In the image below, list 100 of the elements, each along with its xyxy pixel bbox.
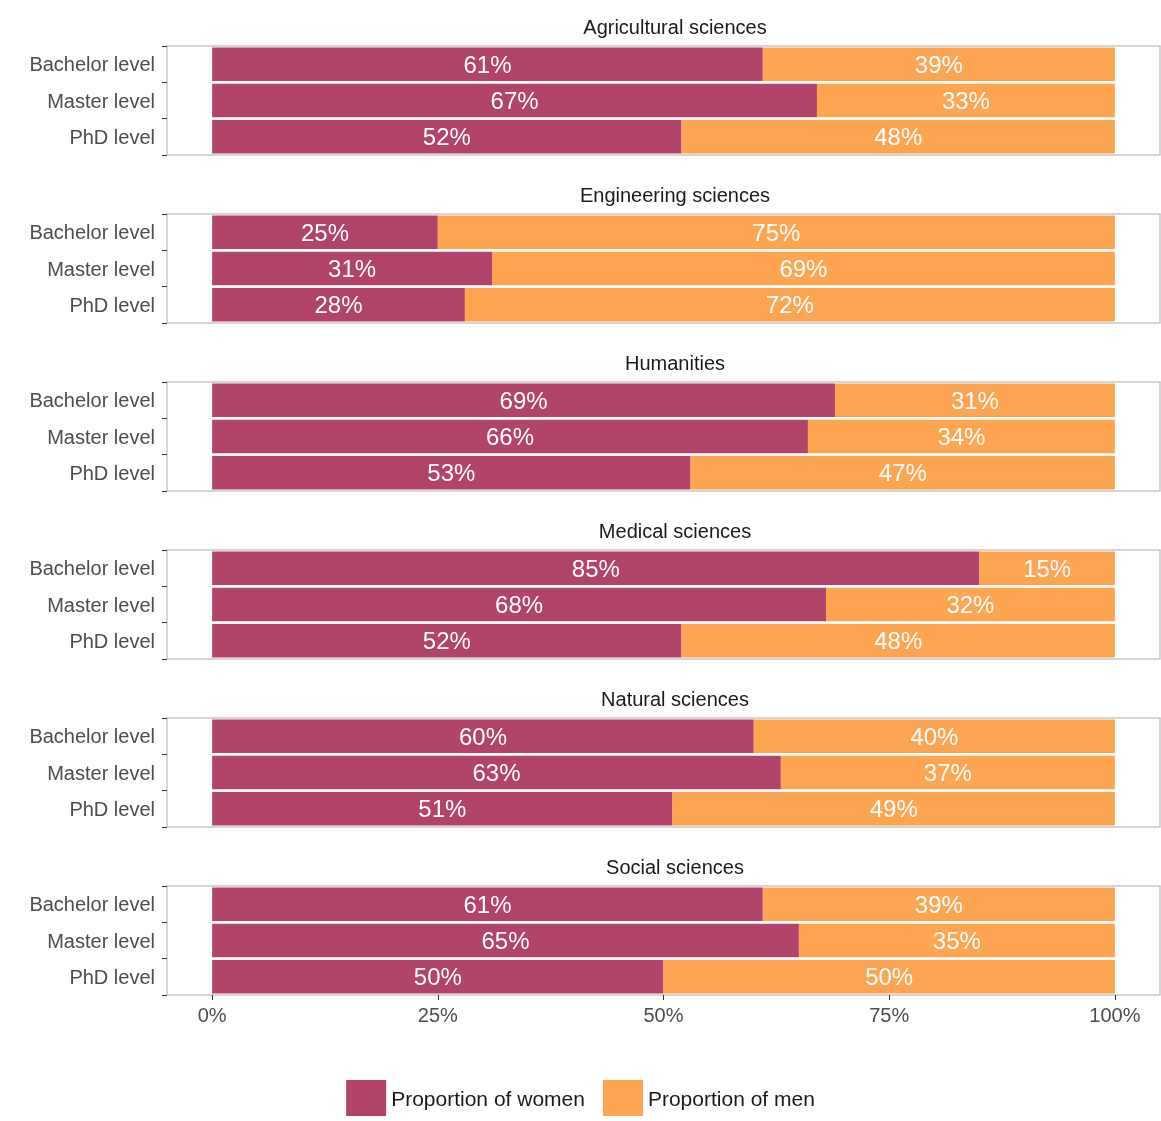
data-label: 47% <box>878 459 927 487</box>
data-label: 28% <box>314 291 363 319</box>
bar <box>762 887 1115 921</box>
data-label: 50% <box>865 963 914 991</box>
data-label: 53% <box>427 459 476 487</box>
data-label: 68% <box>495 591 544 618</box>
bar <box>753 719 1115 753</box>
y-tick-label: Master level <box>47 89 155 112</box>
bar <box>212 792 673 826</box>
data-label: 31% <box>328 255 377 282</box>
data-label: 61% <box>463 50 512 78</box>
data-label: 67% <box>490 87 539 114</box>
bar <box>212 923 799 958</box>
data-label: 72% <box>765 291 814 319</box>
data-label: 66% <box>486 423 535 450</box>
bar <box>663 960 1115 994</box>
data-label: 31% <box>950 386 999 414</box>
bar <box>807 419 1115 454</box>
bar <box>825 587 1115 622</box>
bar <box>212 887 763 921</box>
data-label: 35% <box>932 927 981 954</box>
x-tick-label: 0% <box>197 1004 227 1026</box>
bar <box>690 456 1115 490</box>
bar <box>212 719 754 753</box>
data-label: 33% <box>941 87 990 114</box>
data-label: 49% <box>869 795 918 823</box>
bar <box>212 47 763 81</box>
y-tick-label: Bachelor level <box>29 557 155 580</box>
y-tick-label: Bachelor level <box>29 893 155 916</box>
legend-label: Proportion of women <box>391 1086 585 1110</box>
bar <box>212 251 492 286</box>
x-tick-label: 25% <box>417 1004 459 1026</box>
chart-title: Humanities <box>624 352 726 374</box>
bar <box>835 383 1115 417</box>
chart-title: Engineering sciences <box>579 184 771 206</box>
data-label: 63% <box>472 759 521 786</box>
bar <box>212 960 664 994</box>
data-label: 48% <box>874 627 923 655</box>
data-label: 69% <box>499 386 548 414</box>
chart-title: Social sciences <box>606 856 744 878</box>
y-tick-label: Bachelor level <box>29 221 155 244</box>
y-tick-label: PhD level <box>69 629 155 652</box>
bar <box>212 83 817 118</box>
data-label: 15% <box>1023 554 1072 582</box>
bar <box>780 755 1115 790</box>
data-label: 40% <box>910 722 959 750</box>
y-tick-label: PhD level <box>69 125 155 148</box>
data-label: 50% <box>413 963 462 991</box>
data-label: 61% <box>463 890 512 918</box>
bar <box>212 456 691 490</box>
y-tick-label: PhD level <box>69 965 155 988</box>
data-label: 51% <box>418 795 467 823</box>
y-tick-label: Bachelor level <box>29 389 155 412</box>
data-label: 85% <box>571 554 620 582</box>
bar <box>681 120 1115 154</box>
data-label: 39% <box>914 890 963 918</box>
data-label: 65% <box>481 927 530 954</box>
data-label: 69% <box>779 255 828 282</box>
y-tick-label: Master level <box>47 425 155 448</box>
x-tick-label: 100% <box>1089 1004 1141 1026</box>
bar <box>212 419 808 454</box>
bar <box>816 83 1115 118</box>
y-tick-label: Master level <box>47 761 155 784</box>
y-tick-label: Bachelor level <box>29 725 155 748</box>
bar <box>212 120 682 154</box>
bar <box>212 551 980 585</box>
x-tick-label: 50% <box>643 1004 684 1026</box>
data-label: 52% <box>422 627 471 655</box>
x-tick-label: 75% <box>869 1004 910 1026</box>
legend-label: Proportion of men <box>647 1086 815 1110</box>
bar <box>212 288 465 322</box>
data-label: 39% <box>914 50 963 78</box>
data-label: 25% <box>300 218 349 246</box>
data-label: 52% <box>422 123 471 151</box>
y-tick-label: Master level <box>47 593 155 616</box>
chart-title: Natural sciences <box>601 688 749 710</box>
y-tick-label: Master level <box>47 257 155 280</box>
bar <box>979 551 1115 585</box>
chart-title: Agricultural sciences <box>583 16 767 38</box>
bar <box>212 587 826 622</box>
y-tick-label: PhD level <box>69 797 155 820</box>
y-tick-label: Master level <box>47 929 155 952</box>
chart-title: Medical sciences <box>598 520 752 542</box>
data-label: 48% <box>874 123 923 151</box>
bar <box>464 288 1115 322</box>
data-label: 32% <box>946 591 995 618</box>
bar <box>437 215 1115 249</box>
y-tick-label: PhD level <box>69 461 155 484</box>
data-label: 37% <box>923 759 972 786</box>
bar <box>798 923 1115 958</box>
data-label: 34% <box>937 423 986 450</box>
bar <box>762 47 1115 81</box>
bar <box>212 624 682 658</box>
bar <box>212 383 836 417</box>
y-tick-label: PhD level <box>69 293 155 316</box>
bar <box>212 215 438 249</box>
bar <box>491 251 1115 286</box>
y-tick-label: Bachelor level <box>29 53 155 76</box>
bar <box>212 755 781 790</box>
data-label: 75% <box>752 218 801 246</box>
